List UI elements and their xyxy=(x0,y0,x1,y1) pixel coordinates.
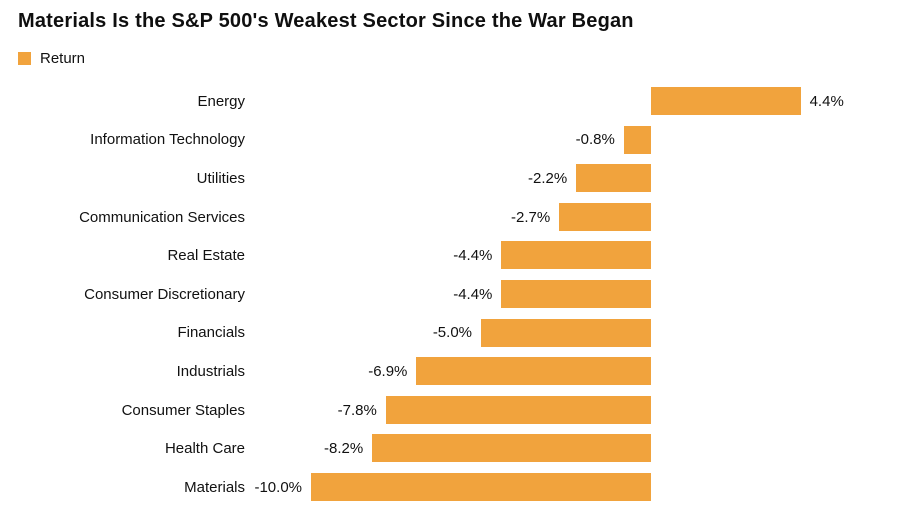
bar xyxy=(501,279,651,308)
value-label: -5.0% xyxy=(432,324,472,342)
bar-row: Energy 4.4% xyxy=(0,82,900,121)
value-label: -6.9% xyxy=(368,362,408,380)
bar xyxy=(501,241,651,270)
bar xyxy=(559,202,651,231)
bar-row: Financials -5.0% xyxy=(0,314,900,353)
bar xyxy=(623,125,651,154)
category-label: Consumer Staples xyxy=(121,401,245,419)
category-label: Information Technology xyxy=(90,131,245,149)
plot-area: Energy 4.4% Information Technology -0.8% Uti… xyxy=(0,82,900,510)
bar-row: Real Estate -4.4% xyxy=(0,236,900,275)
value-label: -10.0% xyxy=(254,478,302,496)
bar xyxy=(481,318,651,347)
value-label: -2.2% xyxy=(528,169,568,187)
legend-label: Return xyxy=(40,50,86,67)
bar-row: Industrials -6.9% xyxy=(0,352,900,391)
category-label: Financials xyxy=(177,324,245,342)
bar xyxy=(372,434,651,463)
category-label: Utilities xyxy=(196,169,245,187)
category-label: Materials xyxy=(184,478,245,496)
legend: Return xyxy=(18,50,85,67)
value-label: -2.7% xyxy=(511,208,551,226)
bar xyxy=(385,395,651,424)
bar xyxy=(576,164,651,193)
bar-row: Health Care -8.2% xyxy=(0,429,900,468)
bar-row: Materials -10.0% xyxy=(0,468,900,507)
bar-row: Consumer Discretionary -4.4% xyxy=(0,275,900,314)
category-label: Consumer Discretionary xyxy=(84,285,245,303)
value-label: -7.8% xyxy=(337,401,377,419)
chart-title: Materials Is the S&P 500's Weakest Secto… xyxy=(18,10,634,32)
value-label: 4.4% xyxy=(809,92,844,110)
bar-row: Utilities -2.2% xyxy=(0,159,900,198)
category-label: Communication Services xyxy=(79,208,245,226)
value-label: -4.4% xyxy=(453,285,493,303)
category-label: Health Care xyxy=(164,440,245,458)
category-label: Energy xyxy=(197,92,245,110)
legend-swatch-icon xyxy=(18,52,31,65)
bar-row: Information Technology -0.8% xyxy=(0,121,900,160)
category-label: Real Estate xyxy=(167,247,245,265)
value-label: -8.2% xyxy=(324,440,364,458)
bar-row: Communication Services -2.7% xyxy=(0,198,900,237)
bar xyxy=(651,87,801,115)
bar xyxy=(311,472,651,501)
category-label: Industrials xyxy=(176,362,245,380)
value-label: -4.4% xyxy=(453,247,493,265)
bar xyxy=(416,357,651,386)
value-label: -0.8% xyxy=(575,131,615,149)
bar-row: Consumer Staples -7.8% xyxy=(0,391,900,430)
